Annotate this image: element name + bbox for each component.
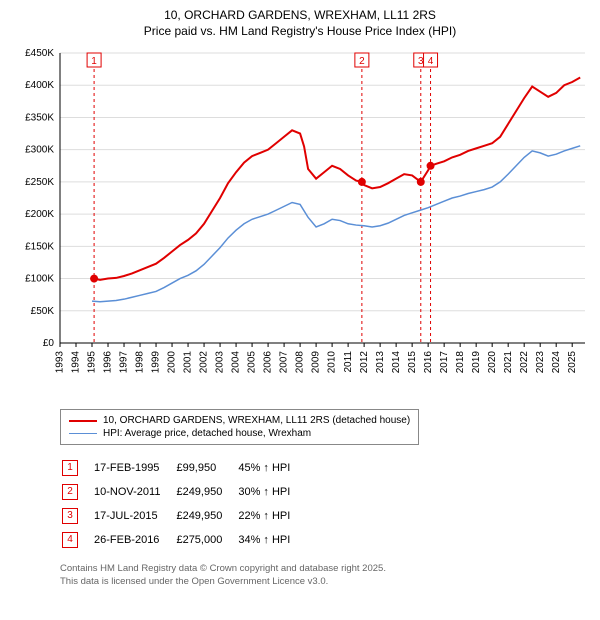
event-pct: 34% ↑ HPI	[238, 529, 304, 551]
event-marker: 3	[62, 508, 78, 524]
svg-text:£150K: £150K	[25, 242, 54, 253]
svg-text:1994: 1994	[71, 351, 82, 374]
event-marker: 1	[62, 460, 78, 476]
chart-svg: £0 £50K £100K £150K £200K £250K £300K £350K £400…	[10, 43, 590, 403]
svg-text:£100K: £100K	[25, 274, 54, 285]
svg-text:2001: 2001	[183, 351, 194, 374]
event-row: 3 17-JUL-2015£249,95022% ↑ HPI	[62, 505, 304, 527]
footer-line2: This data is licensed under the Open Gov…	[60, 576, 328, 587]
svg-text:1993: 1993	[55, 351, 66, 374]
svg-text:2021: 2021	[503, 351, 514, 374]
svg-text:2022: 2022	[519, 351, 530, 374]
svg-text:1: 1	[91, 56, 97, 67]
svg-text:2020: 2020	[487, 351, 498, 374]
svg-text:2011: 2011	[343, 351, 354, 373]
svg-text:£300K: £300K	[25, 145, 54, 156]
legend-row: 10, ORCHARD GARDENS, WREXHAM, LL11 2RS (…	[69, 414, 410, 427]
svg-text:2023: 2023	[535, 351, 546, 374]
legend: 10, ORCHARD GARDENS, WREXHAM, LL11 2RS (…	[60, 409, 419, 445]
svg-text:2015: 2015	[407, 351, 418, 374]
svg-text:2018: 2018	[455, 351, 466, 374]
event-pct: 22% ↑ HPI	[238, 505, 304, 527]
footer-attribution: Contains HM Land Registry data © Crown c…	[60, 563, 590, 588]
svg-text:1998: 1998	[135, 351, 146, 374]
svg-text:2024: 2024	[551, 351, 562, 374]
svg-text:4: 4	[428, 56, 434, 67]
event-date: 26-FEB-2016	[94, 529, 174, 551]
svg-text:2002: 2002	[199, 351, 210, 374]
svg-text:2004: 2004	[231, 351, 242, 374]
svg-text:2012: 2012	[359, 351, 370, 374]
svg-text:2010: 2010	[327, 351, 338, 374]
svg-text:2006: 2006	[263, 351, 274, 374]
svg-text:2: 2	[359, 56, 365, 67]
event-pct: 30% ↑ HPI	[238, 481, 304, 503]
svg-text:1999: 1999	[151, 351, 162, 374]
footer-line1: Contains HM Land Registry data © Crown c…	[60, 563, 386, 574]
title-line1: 10, ORCHARD GARDENS, WREXHAM, LL11 2RS	[164, 8, 436, 22]
svg-text:£450K: £450K	[25, 48, 54, 59]
event-marker: 4	[62, 532, 78, 548]
svg-text:2013: 2013	[375, 351, 386, 374]
svg-text:£200K: £200K	[25, 209, 54, 220]
events-table: 1 17-FEB-1995£99,95045% ↑ HPI 2 10-NOV-2011…	[60, 455, 306, 553]
svg-text:2017: 2017	[439, 351, 450, 374]
svg-text:1996: 1996	[103, 351, 114, 374]
svg-text:2008: 2008	[295, 351, 306, 374]
svg-text:2016: 2016	[423, 351, 434, 374]
price-chart: £0 £50K £100K £150K £200K £250K £300K £350K £400…	[10, 43, 590, 403]
event-row: 2 10-NOV-2011£249,95030% ↑ HPI	[62, 481, 304, 503]
legend-swatch	[69, 433, 97, 434]
svg-text:£350K: £350K	[25, 113, 54, 124]
svg-text:2025: 2025	[567, 351, 578, 374]
event-price: £249,950	[176, 481, 236, 503]
event-date: 17-FEB-1995	[94, 457, 174, 479]
svg-text:2014: 2014	[391, 351, 402, 374]
title-line2: Price paid vs. HM Land Registry's House …	[144, 24, 456, 38]
event-price: £275,000	[176, 529, 236, 551]
event-pct: 45% ↑ HPI	[238, 457, 304, 479]
svg-text:2000: 2000	[167, 351, 178, 374]
svg-text:2003: 2003	[215, 351, 226, 374]
event-date: 17-JUL-2015	[94, 505, 174, 527]
legend-swatch	[69, 420, 97, 422]
event-price: £249,950	[176, 505, 236, 527]
svg-text:£50K: £50K	[31, 306, 55, 317]
chart-title: 10, ORCHARD GARDENS, WREXHAM, LL11 2RS P…	[10, 8, 590, 39]
svg-text:2019: 2019	[471, 351, 482, 374]
svg-text:1997: 1997	[119, 351, 130, 374]
legend-row: HPI: Average price, detached house, Wrex…	[69, 427, 410, 440]
svg-text:£250K: £250K	[25, 177, 54, 188]
event-date: 10-NOV-2011	[94, 481, 174, 503]
event-row: 1 17-FEB-1995£99,95045% ↑ HPI	[62, 457, 304, 479]
legend-label: HPI: Average price, detached house, Wrex…	[103, 428, 311, 439]
svg-text:2009: 2009	[311, 351, 322, 374]
event-marker: 2	[62, 484, 78, 500]
svg-text:2007: 2007	[279, 351, 290, 374]
legend-label: 10, ORCHARD GARDENS, WREXHAM, LL11 2RS (…	[103, 415, 410, 426]
event-price: £99,950	[176, 457, 236, 479]
svg-text:2005: 2005	[247, 351, 258, 374]
event-row: 4 26-FEB-2016£275,00034% ↑ HPI	[62, 529, 304, 551]
svg-text:1995: 1995	[87, 351, 98, 374]
svg-text:£400K: £400K	[25, 80, 54, 91]
svg-text:£0: £0	[43, 338, 55, 349]
